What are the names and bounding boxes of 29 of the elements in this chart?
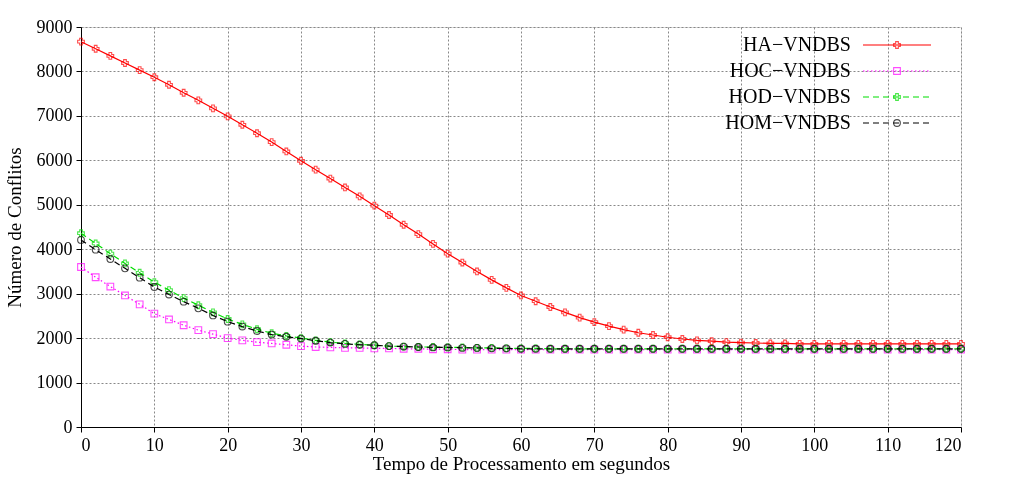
y-tick-label: 9000 <box>36 16 73 37</box>
x-tick-label: 110 <box>874 434 902 455</box>
y-tick-label: 1000 <box>36 372 73 393</box>
x-axis-title: Tempo de Processamento em segundos <box>372 452 671 474</box>
y-axis-title: Número de Conflitos <box>3 147 25 308</box>
legend-label: HOM−VNDBS <box>725 111 851 133</box>
legend-label: HOD−VNDBS <box>728 85 851 107</box>
x-tick-label: 0 <box>81 434 91 455</box>
y-tick-label: 3000 <box>36 283 73 304</box>
x-tick-label: 50 <box>439 434 458 455</box>
x-tick-label: 90 <box>732 434 751 455</box>
x-tick-label: 70 <box>585 434 604 455</box>
x-tick-label: 20 <box>219 434 238 455</box>
y-tick-label: 4000 <box>36 238 73 259</box>
legend-label: HOC−VNDBS <box>729 59 851 81</box>
x-tick-label: 60 <box>512 434 531 455</box>
legend-label: HA−VNDBS <box>743 33 851 55</box>
x-tick-label: 120 <box>934 434 962 455</box>
y-tick-label: 0 <box>63 416 73 437</box>
x-tick-label: 80 <box>659 434 678 455</box>
x-tick-label: 10 <box>145 434 164 455</box>
y-tick-label: 8000 <box>36 60 73 81</box>
y-tick-label: 2000 <box>36 327 73 348</box>
x-tick-label: 100 <box>801 434 829 455</box>
x-tick-label: 30 <box>292 434 311 455</box>
y-tick-label: 5000 <box>36 194 73 215</box>
y-tick-label: 6000 <box>36 149 73 170</box>
x-tick-label: 40 <box>365 434 384 455</box>
y-tick-label: 7000 <box>36 105 73 126</box>
